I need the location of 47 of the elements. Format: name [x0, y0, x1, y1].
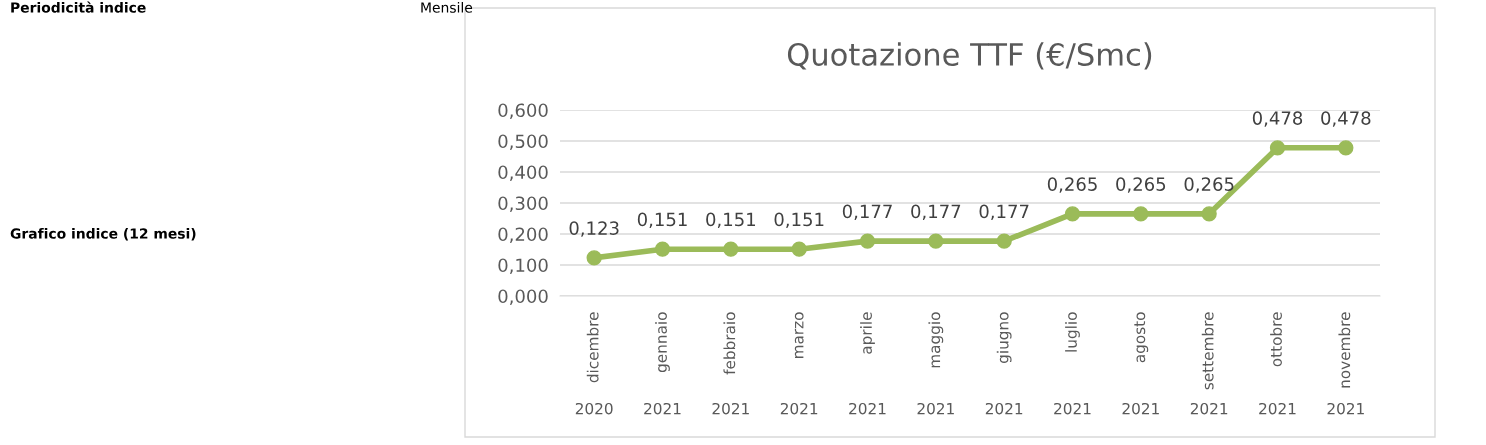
data-label: 0,265 [1047, 177, 1097, 193]
y-tick-label: 0,500 [498, 134, 548, 150]
category-label: novembre 2021 [1327, 312, 1364, 415]
category-label: dicembre 2020 [575, 312, 613, 415]
data-label: 0,123 [569, 221, 619, 237]
text: Grafico indice (12 mesi) [10, 228, 196, 241]
y-tick-label: 0,600 [498, 103, 548, 119]
point [996, 233, 1012, 249]
category-label: aprile 2021 [849, 312, 886, 415]
data-label: 0,177 [979, 204, 1029, 221]
text: Periodicità indice [11, 1, 146, 13]
point [1269, 140, 1286, 156]
category-label: maggio 2021 [917, 312, 954, 415]
point [791, 241, 807, 257]
category-label: settembre 2021 [1190, 312, 1228, 415]
point [1064, 206, 1081, 222]
category-label: luglio 2021 [1054, 312, 1091, 415]
category-label: febbraio 2021 [712, 312, 749, 415]
category-label: giugno 2021 [985, 312, 1023, 415]
category-label: gennaio 2021 [644, 312, 681, 415]
category-label: ottobre 2021 [1259, 312, 1296, 415]
point [859, 233, 876, 249]
y-tick-label: 0,400 [498, 165, 548, 181]
data-label: 0,265 [1184, 177, 1234, 193]
point [586, 250, 602, 266]
data-label: 0,478 [1252, 111, 1303, 127]
data-label: 0,265 [1116, 177, 1166, 193]
point [723, 241, 739, 257]
point [1338, 140, 1354, 156]
data-label: 0,177 [842, 204, 892, 221]
data-label: 0,151 [637, 212, 687, 229]
point [1201, 206, 1217, 222]
y-tick-label: 0,300 [498, 196, 548, 212]
data-label: 0,177 [911, 204, 961, 221]
point [928, 233, 944, 249]
point [654, 241, 671, 257]
y-tick-label: 0,000 [498, 289, 548, 305]
data-label: 0,151 [774, 212, 824, 229]
category-label: marzo 2021 [780, 312, 818, 415]
chart-title: Quotazione TTF (€/Smc) [787, 42, 1152, 70]
text: Mensile [421, 2, 473, 13]
point [1133, 206, 1149, 222]
data-label: 0,478 [1321, 111, 1371, 127]
y-tick-label: 0,200 [498, 227, 548, 243]
category-label: agosto 2021 [1122, 312, 1159, 415]
y-tick-label: 0,100 [498, 258, 548, 274]
data-label: 0,151 [706, 212, 756, 229]
